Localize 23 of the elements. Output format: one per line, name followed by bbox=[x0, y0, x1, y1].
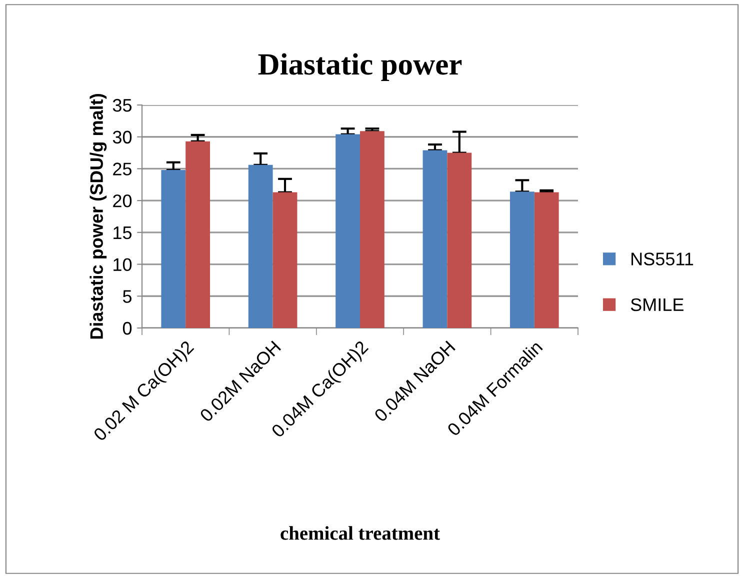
bar bbox=[272, 192, 298, 328]
y-tick-label: 0 bbox=[122, 322, 132, 335]
y-tick-label: 25 bbox=[113, 162, 132, 176]
bar bbox=[248, 164, 273, 328]
y-tick-label: 30 bbox=[112, 130, 132, 144]
bar bbox=[422, 150, 448, 328]
bar bbox=[161, 170, 186, 328]
y-tick-label: 20 bbox=[113, 194, 132, 208]
y-tick-label: 5 bbox=[122, 290, 132, 303]
y-tick-label: 10 bbox=[114, 258, 132, 272]
y-axis-title: Diastatic power (SDU/g malt) bbox=[90, 94, 107, 339]
bar bbox=[360, 131, 384, 328]
bar bbox=[534, 192, 559, 328]
bar bbox=[510, 192, 534, 328]
bar bbox=[447, 152, 472, 328]
chart-title: Diastatic power bbox=[258, 53, 462, 81]
y-tick-label: 15 bbox=[114, 226, 132, 240]
bar bbox=[336, 134, 360, 328]
x-axis-title: chemical treatment bbox=[280, 526, 440, 540]
y-tick-label: 35 bbox=[112, 98, 132, 112]
legend-label: SMILE bbox=[630, 298, 684, 312]
legend-label: NS5511 bbox=[632, 252, 694, 266]
bar bbox=[186, 141, 210, 328]
